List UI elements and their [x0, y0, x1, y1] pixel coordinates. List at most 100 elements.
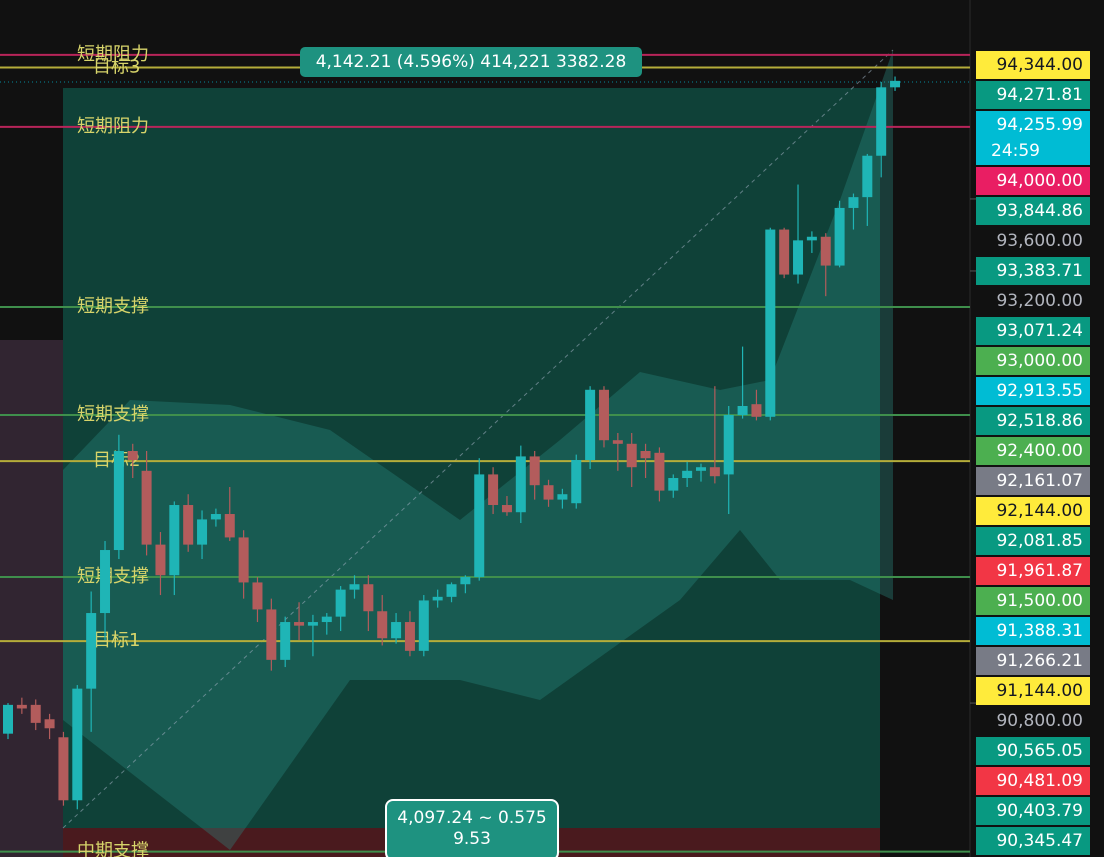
candle-body: [709, 467, 720, 477]
candle-body: [474, 474, 485, 578]
candle-body: [626, 443, 637, 468]
price-axis: 94,344.00 94,271.81 94,255.99 24:59 94,000.0…: [970, 50, 1090, 855]
candle-body: [765, 229, 776, 417]
price-badge: [976, 166, 1090, 195]
price-badge: [976, 196, 1090, 225]
price-badge: [976, 376, 1090, 405]
price-badge: [976, 676, 1090, 705]
level-label: 短期阻力: [77, 116, 149, 137]
candle-body: [44, 719, 55, 729]
level-label: 短期支撑: [77, 404, 149, 425]
candle-body: [266, 609, 277, 660]
price-badge: [976, 826, 1090, 855]
candle-body: [862, 155, 873, 198]
candle-body: [86, 613, 97, 689]
candle-body: [72, 688, 83, 801]
candle-body: [363, 584, 374, 612]
candle-body: [238, 537, 249, 583]
candle-body: [141, 470, 152, 545]
price-badge: [976, 346, 1090, 375]
candle-body: [252, 582, 263, 610]
candle-body: [404, 622, 415, 651]
candle-body: [127, 451, 138, 461]
candle-body: [543, 485, 554, 500]
candle-body: [806, 236, 817, 241]
y-tick-label: 90,800.00: [996, 711, 1083, 731]
y-tick-label: 93,200.00: [996, 291, 1083, 311]
candle-body: [100, 550, 111, 614]
measure-diagonal: [62, 49, 894, 829]
price-badge-label: 93,000.00: [996, 351, 1083, 371]
candle-body: [834, 207, 845, 266]
price-badge-label: 93,071.24: [996, 321, 1083, 341]
measure-area: [63, 88, 880, 828]
y-tick-label: 93,600.00: [996, 231, 1083, 251]
candle-body: [349, 584, 360, 590]
candle-body: [418, 600, 429, 651]
level-label: 中期支撑: [77, 841, 149, 857]
price-badge-label: 93,383.71: [996, 261, 1083, 281]
candle-body: [197, 519, 208, 545]
candle-body: [501, 505, 512, 513]
candle-body: [3, 704, 13, 734]
price-badge-label: 91,961.87: [996, 561, 1083, 581]
level-label: 目标1: [93, 630, 140, 651]
candle-body: [848, 197, 859, 208]
candle-body: [876, 87, 887, 156]
candle-body: [460, 577, 471, 585]
candle-body: [515, 456, 526, 513]
price-badge-label: 94,271.81: [996, 85, 1083, 105]
price-badge: [976, 256, 1090, 285]
candle-body: [294, 622, 305, 626]
price-badge: [976, 616, 1090, 645]
measure-bottom-text: 9.53: [453, 829, 491, 849]
price-badge: [976, 110, 1090, 165]
level-label: 短期支撑: [77, 296, 149, 317]
candle-body: [585, 389, 596, 461]
price-badge-label: 90,345.47: [996, 831, 1083, 851]
candle-body: [640, 451, 651, 459]
candle-body: [432, 596, 443, 601]
candle-body: [224, 514, 235, 538]
candle-body: [571, 460, 582, 504]
candle-body: [890, 80, 901, 88]
price-badge: [976, 796, 1090, 825]
price-badge-label: 90,565.05: [996, 741, 1083, 761]
price-badge: [976, 556, 1090, 585]
price-badge: [976, 586, 1090, 615]
candle-body: [654, 452, 665, 491]
candle-body: [737, 405, 748, 415]
left-zone: [0, 340, 63, 857]
candle-body: [335, 589, 346, 617]
candle-body: [16, 704, 27, 709]
level-label: 目标3: [93, 57, 140, 78]
candle-body: [155, 544, 166, 576]
candle-body: [696, 467, 706, 471]
price-badge-label: 91,266.21: [996, 651, 1083, 671]
price-badge: [976, 316, 1090, 345]
candle-body: [668, 478, 679, 491]
candle-body: [321, 616, 332, 623]
price-badge-label: 92,913.55: [996, 381, 1083, 401]
price-badge-label: 91,388.31: [996, 621, 1083, 641]
candle-body: [612, 440, 623, 444]
price-badge: [976, 766, 1090, 795]
candle-body: [488, 474, 499, 506]
candle-body: [446, 584, 457, 597]
candle-body: [113, 451, 124, 551]
level-label: 短期阻力: [77, 44, 149, 65]
price-badge-label: 93,844.86: [996, 201, 1083, 221]
price-badge-label: 92,144.00: [996, 501, 1083, 521]
price-badge: [976, 526, 1090, 555]
price-badge-label: 90,481.09: [996, 771, 1083, 791]
measure-top-text: 4,142.21 (4.596%) 414,221 3382.28: [316, 52, 627, 72]
candle-body: [391, 622, 402, 639]
candle-body: [280, 622, 291, 660]
price-badge-label: 91,500.00: [996, 591, 1083, 611]
price-badge: [976, 496, 1090, 525]
price-badge-label: 94,000.00: [996, 171, 1083, 191]
measure-top-box: [300, 47, 642, 77]
price-badge: [976, 406, 1090, 435]
price-badge: [976, 646, 1090, 675]
levels: 短期阻力目标3短期阻力短期支撑短期支撑目标2短期支撑目标1中期支撑: [0, 44, 970, 857]
